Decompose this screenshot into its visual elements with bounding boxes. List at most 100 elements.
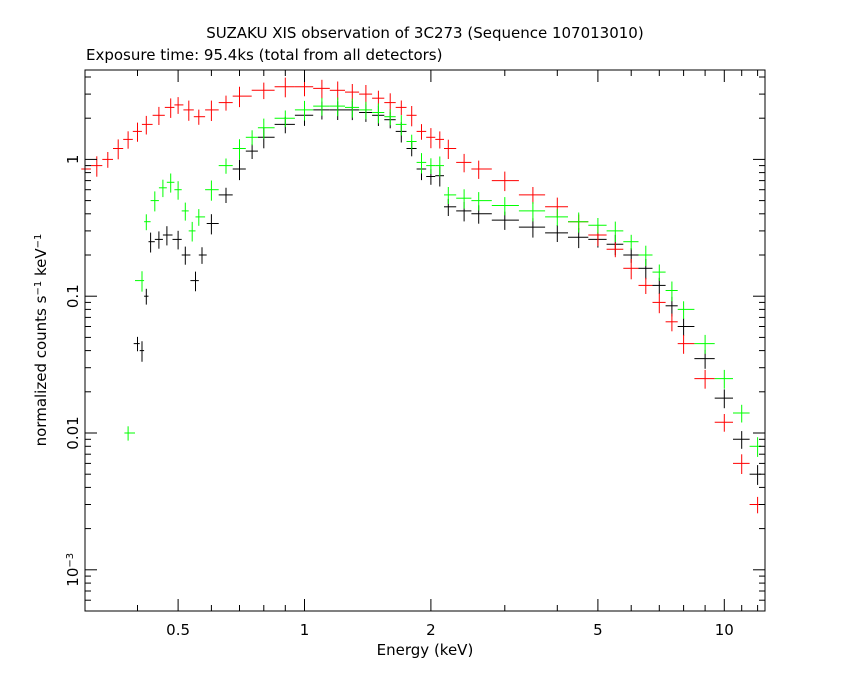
data-point xyxy=(174,181,182,200)
data-point xyxy=(152,106,165,125)
data-point xyxy=(195,209,206,226)
data-point xyxy=(491,211,519,230)
data-point xyxy=(588,218,607,234)
data-point xyxy=(139,341,145,362)
data-point xyxy=(456,153,472,173)
series-0 xyxy=(133,101,762,485)
data-point xyxy=(190,271,199,292)
data-point xyxy=(749,465,762,485)
x-axis: 0.5 1 2 5 10 xyxy=(84,70,759,639)
data-point xyxy=(416,124,427,140)
data-point xyxy=(714,414,733,432)
data-point xyxy=(606,221,624,242)
data-point xyxy=(471,160,492,179)
data-point xyxy=(162,226,173,246)
data-point xyxy=(359,85,373,105)
data-point xyxy=(444,139,457,159)
data-point xyxy=(141,115,153,135)
data-point xyxy=(205,180,219,201)
data-point xyxy=(148,232,155,253)
data-point xyxy=(568,212,589,233)
x-tick-label: 1 xyxy=(300,621,310,639)
data-point xyxy=(518,187,546,204)
data-layer xyxy=(81,77,762,514)
data-point xyxy=(606,242,624,258)
data-point xyxy=(183,100,194,121)
data-point xyxy=(568,228,589,249)
x-axis-label: Energy (keV) xyxy=(377,641,474,659)
data-point xyxy=(124,426,135,441)
data-point xyxy=(274,116,295,134)
chart-subtitle: Exposure time: 95.4ks (total from all de… xyxy=(86,46,442,64)
y-axis-label-main: normalized counts s xyxy=(32,295,50,446)
data-point xyxy=(395,115,407,136)
data-point xyxy=(406,106,417,127)
data-point xyxy=(205,100,219,121)
y-tick-label: 1 xyxy=(64,155,82,165)
data-point xyxy=(313,97,330,116)
data-point xyxy=(733,454,750,474)
data-point xyxy=(123,131,133,149)
data-point xyxy=(471,205,492,224)
data-point xyxy=(218,158,233,174)
data-point xyxy=(694,369,715,389)
data-point xyxy=(158,179,167,198)
data-point xyxy=(665,313,678,332)
data-point xyxy=(714,389,733,409)
data-point xyxy=(133,336,140,352)
data-point xyxy=(257,128,275,149)
data-point xyxy=(329,81,345,101)
plot-frame xyxy=(84,69,766,612)
data-point xyxy=(694,349,715,369)
data-point xyxy=(164,98,175,118)
data-point xyxy=(406,134,417,150)
data-point xyxy=(471,192,492,211)
data-point xyxy=(545,225,568,242)
data-point xyxy=(426,158,436,174)
data-point xyxy=(166,173,175,193)
data-point xyxy=(81,162,91,177)
data-point xyxy=(733,431,750,449)
data-point xyxy=(677,334,695,354)
data-point xyxy=(274,110,295,127)
data-point xyxy=(257,118,275,139)
data-point xyxy=(694,334,715,354)
data-point xyxy=(545,197,568,218)
data-point xyxy=(638,277,653,294)
data-point xyxy=(416,153,427,174)
data-point xyxy=(426,128,436,149)
data-point xyxy=(144,214,151,231)
data-point xyxy=(144,288,149,305)
y-axis-label: normalized counts s−1 keV−1 xyxy=(32,234,50,447)
series-1 xyxy=(81,77,762,514)
data-point xyxy=(665,281,678,302)
data-point xyxy=(181,202,189,221)
data-point xyxy=(188,221,196,242)
x-tick-label: 10 xyxy=(715,621,734,639)
data-point xyxy=(372,103,385,124)
y-axis-label-exp1: −1 xyxy=(33,281,44,296)
data-point xyxy=(172,230,182,250)
data-point xyxy=(132,122,142,142)
data-point xyxy=(435,131,444,149)
y-tick-label: 0.1 xyxy=(64,284,82,308)
data-point xyxy=(714,369,733,389)
data-point xyxy=(652,264,666,281)
y-axis: 1 0.1 0.01 10−3 xyxy=(64,76,765,612)
data-point xyxy=(245,144,258,159)
data-point xyxy=(677,301,695,319)
data-point xyxy=(294,100,314,121)
data-point xyxy=(652,293,666,314)
data-point xyxy=(384,109,396,126)
data-point xyxy=(218,187,233,203)
y-tick-label: 10−3 xyxy=(64,553,82,587)
data-point xyxy=(518,218,546,238)
series-2 xyxy=(124,97,762,457)
y-axis-label-exp2: −1 xyxy=(33,234,44,249)
data-point xyxy=(395,100,407,116)
data-point xyxy=(677,318,695,336)
data-point xyxy=(232,86,252,108)
data-point xyxy=(113,139,124,160)
data-point xyxy=(313,79,330,99)
data-point xyxy=(232,139,246,160)
